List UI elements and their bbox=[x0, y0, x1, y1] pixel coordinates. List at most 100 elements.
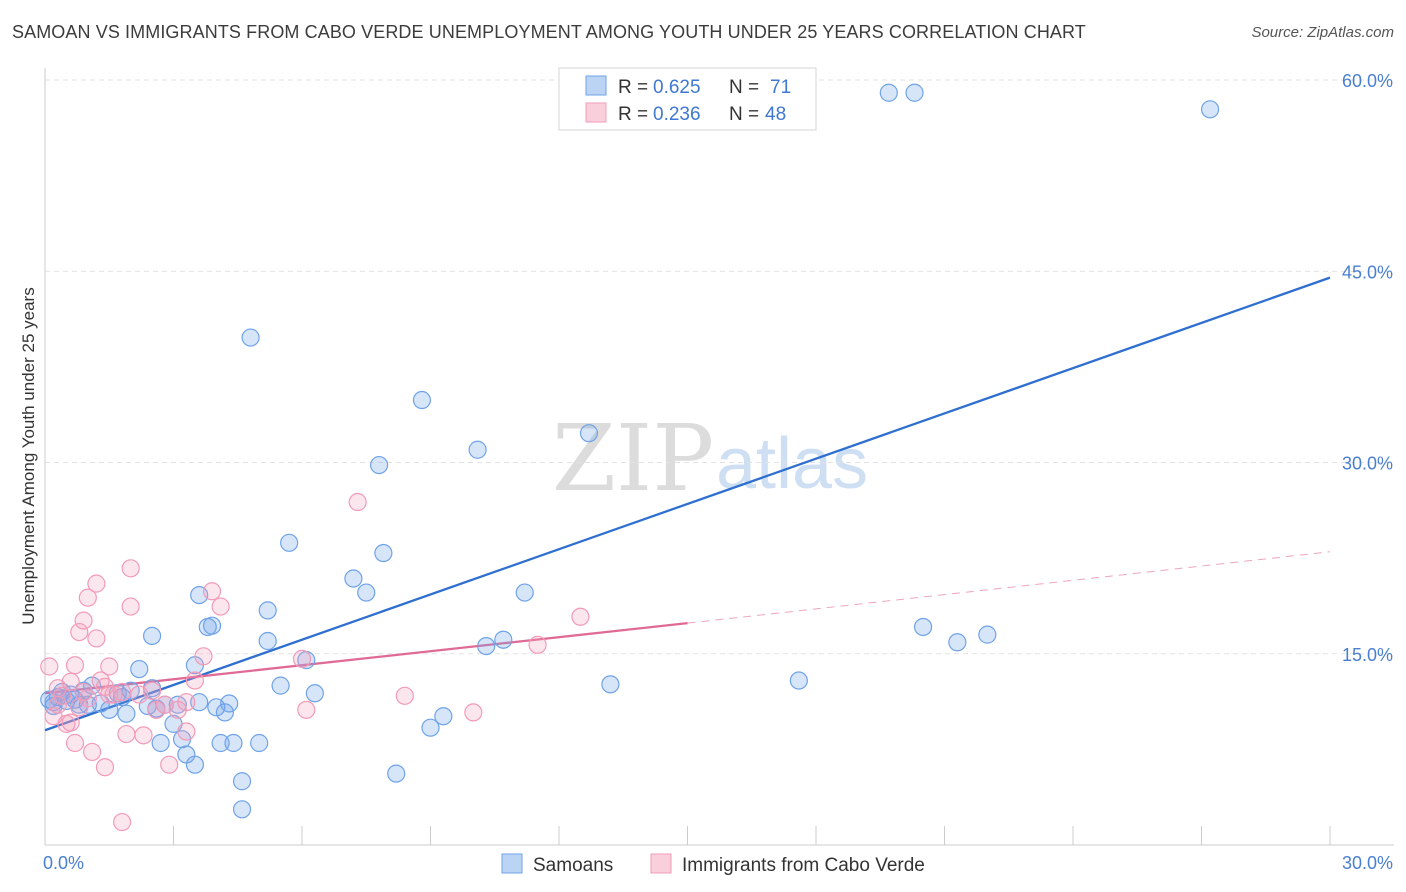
data-point bbox=[134, 726, 153, 745]
data-point bbox=[194, 647, 213, 666]
data-point bbox=[905, 83, 924, 102]
data-point bbox=[95, 758, 115, 777]
legend-n-value-2: 48 bbox=[765, 104, 786, 125]
legend-n-label-2: N = bbox=[729, 104, 759, 125]
legend-swatch-cabo-verde bbox=[585, 102, 607, 123]
data-point bbox=[477, 636, 496, 656]
bottom-legend: Samoans Immigrants from Cabo Verde bbox=[501, 853, 925, 876]
legend-r-label-1: R = bbox=[618, 77, 648, 98]
data-point bbox=[211, 597, 230, 616]
legend-r-value-1: 0.625 bbox=[653, 77, 701, 98]
data-point bbox=[215, 703, 234, 722]
data-point bbox=[61, 713, 80, 732]
chart-source: Source: ZipAtlas.com bbox=[1251, 24, 1394, 41]
data-point bbox=[70, 622, 89, 642]
data-point bbox=[232, 800, 252, 819]
data-point bbox=[87, 629, 106, 648]
legend-swatch-samoans bbox=[585, 75, 607, 96]
data-point bbox=[464, 703, 483, 722]
data-point bbox=[948, 633, 967, 652]
watermark-zip: ZIP bbox=[552, 405, 714, 512]
data-point bbox=[117, 724, 136, 744]
data-point bbox=[387, 764, 406, 783]
data-point bbox=[571, 607, 590, 626]
data-point bbox=[348, 492, 367, 512]
data-point bbox=[100, 657, 119, 676]
legend-n-value-1: 71 bbox=[770, 77, 791, 98]
data-point bbox=[978, 625, 997, 644]
data-point bbox=[344, 569, 363, 588]
data-point bbox=[61, 672, 80, 691]
data-point bbox=[494, 630, 513, 649]
data-point bbox=[468, 440, 487, 459]
data-point bbox=[185, 671, 205, 690]
data-point bbox=[142, 681, 162, 700]
data-point bbox=[579, 424, 599, 443]
chart-title: SAMOAN VS IMMIGRANTS FROM CABO VERDE UNE… bbox=[12, 22, 1086, 42]
data-point bbox=[65, 656, 85, 675]
data-point bbox=[250, 733, 269, 753]
data-point bbox=[879, 83, 898, 102]
data-point bbox=[78, 689, 97, 708]
trend-line bbox=[44, 276, 1331, 732]
y-axis-label: Unemployment Among Youth under 25 years bbox=[19, 287, 38, 624]
data-point bbox=[789, 671, 808, 690]
data-point bbox=[421, 718, 440, 737]
data-point bbox=[117, 704, 136, 723]
x-tick-label-max: 30.0% bbox=[1342, 853, 1393, 873]
data-point bbox=[202, 616, 222, 635]
data-point bbox=[211, 733, 230, 753]
data-point bbox=[258, 631, 277, 651]
data-point bbox=[100, 700, 119, 719]
data-point bbox=[601, 675, 620, 694]
watermark-atlas: atlas bbox=[716, 424, 868, 504]
y-tick-label: 15.0% bbox=[1342, 645, 1393, 665]
data-point bbox=[130, 659, 149, 679]
data-point bbox=[83, 742, 102, 762]
data-point bbox=[434, 707, 453, 726]
data-point bbox=[305, 684, 324, 703]
data-point bbox=[224, 733, 243, 753]
data-point bbox=[913, 617, 933, 637]
data-point bbox=[147, 700, 166, 719]
legend-r-label-2: R = bbox=[618, 104, 648, 125]
data-point bbox=[151, 733, 170, 753]
data-point bbox=[241, 328, 260, 347]
legend: R = 0.625 N = 71 R = 0.236 N = 48 bbox=[558, 67, 817, 131]
data-point bbox=[74, 611, 93, 630]
data-point bbox=[412, 390, 432, 410]
data-point bbox=[78, 588, 97, 607]
legend-r-value-2: 0.236 bbox=[653, 104, 701, 125]
data-point bbox=[87, 574, 106, 593]
x-tick-label-min: 0.0% bbox=[43, 853, 84, 873]
data-point bbox=[121, 559, 140, 578]
data-point bbox=[515, 583, 534, 602]
data-point bbox=[142, 626, 162, 646]
data-point bbox=[357, 583, 376, 602]
data-point bbox=[292, 649, 312, 668]
bottom-legend-swatch-cabo-verde bbox=[650, 853, 672, 874]
data-point bbox=[232, 772, 252, 791]
data-point bbox=[40, 657, 59, 676]
data-point bbox=[112, 682, 132, 702]
data-point bbox=[258, 601, 277, 620]
data-point bbox=[202, 582, 222, 601]
legend-n-label-1: N = bbox=[729, 77, 759, 98]
data-point bbox=[190, 693, 209, 712]
data-point bbox=[185, 755, 205, 774]
bottom-legend-swatch-samoans bbox=[501, 853, 523, 874]
data-point bbox=[528, 635, 547, 654]
data-point bbox=[374, 543, 393, 563]
bottom-legend-samoans: Samoans bbox=[533, 855, 613, 876]
bottom-legend-cabo-verde: Immigrants from Cabo Verde bbox=[682, 855, 925, 876]
y-tick-label: 60.0% bbox=[1342, 71, 1393, 91]
data-point bbox=[370, 455, 389, 475]
data-point bbox=[297, 700, 316, 719]
data-point bbox=[177, 693, 196, 712]
grid: 15.0% 30.0% 45.0% 60.0% bbox=[45, 71, 1394, 665]
data-point bbox=[220, 694, 239, 713]
trend-line bbox=[44, 622, 688, 695]
data-point bbox=[65, 733, 85, 753]
data-points bbox=[40, 83, 1220, 832]
